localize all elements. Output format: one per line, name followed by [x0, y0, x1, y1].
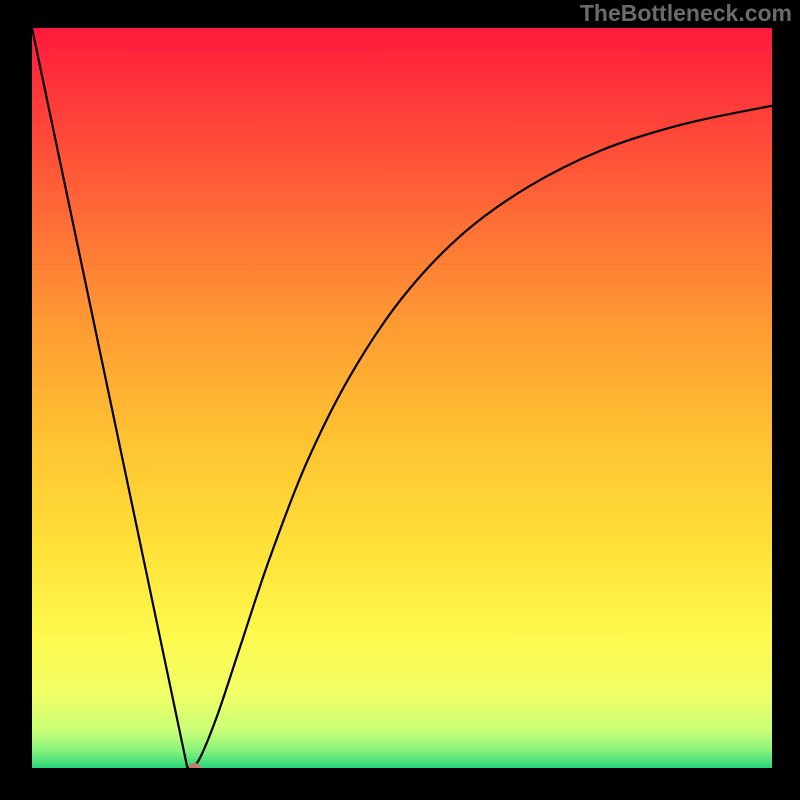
- watermark-text: TheBottleneck.com: [580, 0, 792, 27]
- chart-container: TheBottleneck.com: [0, 0, 800, 800]
- gradient-background: [32, 28, 772, 768]
- plot-area: [32, 28, 772, 768]
- plot-svg: [32, 28, 772, 768]
